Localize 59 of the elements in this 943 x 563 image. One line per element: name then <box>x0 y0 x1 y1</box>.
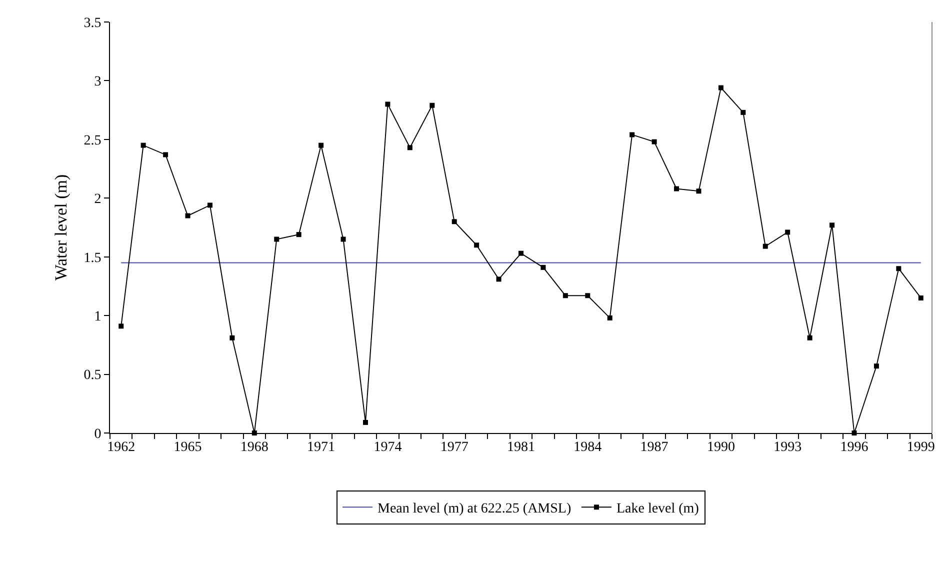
point <box>185 213 190 218</box>
y-tick-label: 3.5 <box>84 16 102 31</box>
point <box>118 324 124 329</box>
y-tick-label: 3 <box>94 74 102 90</box>
x-tick-label: 1971 <box>307 440 336 455</box>
y-tick-label: 2.5 <box>84 133 102 148</box>
point <box>163 152 168 158</box>
point <box>785 230 790 235</box>
point <box>696 188 702 194</box>
x-tick-label: 1977 <box>440 440 468 455</box>
x-tick-label: 1965 <box>174 440 202 455</box>
point <box>452 219 457 224</box>
point <box>518 250 524 256</box>
point <box>807 335 812 340</box>
point <box>830 222 835 228</box>
legend-label: Mean level (m) at 622.25 (AMSL) <box>378 502 572 517</box>
point <box>762 244 768 249</box>
point <box>652 139 657 144</box>
point <box>674 186 680 192</box>
y-axis-title: Water level (m) <box>51 174 70 281</box>
x-tick-label: 1993 <box>774 440 802 455</box>
point <box>474 242 480 248</box>
point <box>496 276 502 282</box>
y-tick-label: 0.5 <box>84 368 102 384</box>
point <box>896 266 902 272</box>
y-tick-label: 0 <box>94 426 102 442</box>
point <box>630 132 635 138</box>
point <box>140 142 146 148</box>
legend-label: Lake level (m) <box>616 502 700 517</box>
point <box>296 232 302 238</box>
point <box>340 236 346 242</box>
point <box>407 145 412 150</box>
point <box>585 293 590 298</box>
point <box>607 315 612 320</box>
point <box>230 335 235 340</box>
x-tick-label: 1981 <box>507 440 535 455</box>
point <box>540 264 546 270</box>
x-tick-label: 1962 <box>107 440 136 455</box>
x-tick-label: 1984 <box>574 440 602 455</box>
point <box>385 102 390 107</box>
x-tick-label: 1987 <box>640 440 668 455</box>
point <box>918 295 924 300</box>
point <box>874 364 879 369</box>
point <box>430 102 435 108</box>
point <box>318 142 324 148</box>
x-tick-label: 1974 <box>374 440 402 455</box>
point <box>207 202 212 208</box>
x-tick-label: 1999 <box>906 440 935 455</box>
point <box>718 85 724 90</box>
point <box>740 110 746 115</box>
x-tick-label: 1996 <box>840 440 868 455</box>
point <box>274 236 280 242</box>
x-tick-label: 1968 <box>240 440 268 455</box>
y-tick-label: 2 <box>94 192 102 208</box>
y-tick-label: 1.5 <box>84 250 102 266</box>
point <box>362 420 368 425</box>
y-tick-label: 1 <box>94 309 102 324</box>
point <box>562 293 568 298</box>
x-tick-label: 1990 <box>706 440 735 455</box>
